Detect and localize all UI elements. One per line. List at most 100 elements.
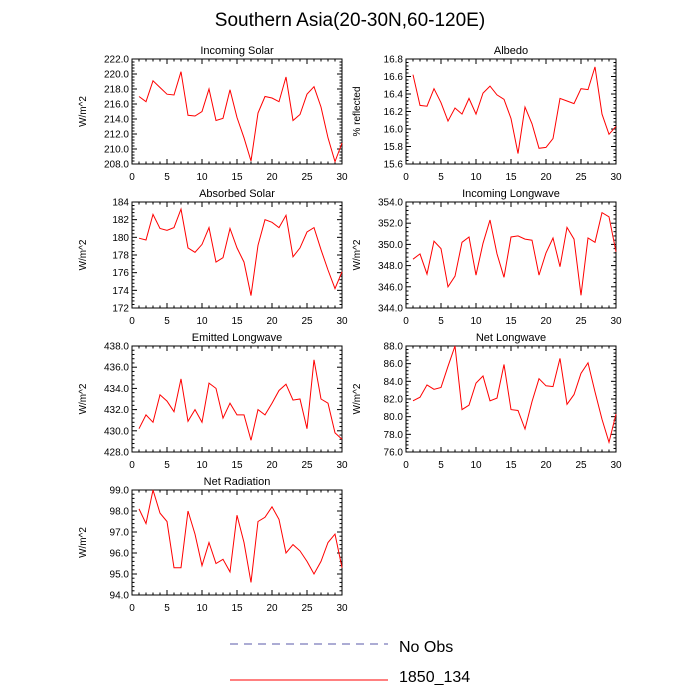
panel-title: Absorbed Solar [199, 188, 275, 200]
panel-title: Emitted Longwave [192, 332, 283, 344]
y-tick-label: 86.0 [384, 359, 404, 370]
plot-frame [405, 345, 617, 453]
x-tick-label: 10 [196, 172, 208, 183]
x-tick-label: 10 [196, 603, 208, 614]
y-tick-label: 184 [112, 198, 129, 209]
y-tick-label: 346.0 [378, 282, 403, 293]
legend-label-no-obs: No Obs [399, 639, 454, 656]
x-tick-label: 25 [301, 316, 313, 327]
y-tick-label: 438.0 [104, 342, 129, 353]
x-tick-label: 25 [575, 172, 587, 183]
legend-line-1850-134 [230, 679, 388, 681]
x-tick-label: 25 [575, 316, 587, 327]
y-tick-label: 428.0 [104, 448, 129, 459]
y-tick-label: 216.0 [104, 100, 129, 111]
x-tick-label: 5 [438, 460, 444, 471]
panel-emitted-longwave: Emitted Longwave W/m^2 0 5 10 15 20 25 30 428.0 43… [78, 332, 348, 471]
x-tick-label: 15 [231, 172, 243, 183]
y-tick-label: 96.0 [110, 549, 130, 560]
panel-albedo: Albedo % reflected 0 5 10 15 20 25 30 15.6 15.8 16.… [352, 45, 622, 183]
x-tick-label: 20 [266, 460, 278, 471]
x-tick-label: 0 [403, 172, 409, 183]
x-tick-label: 20 [266, 172, 278, 183]
x-tick-label: 15 [231, 316, 243, 327]
panel-net-radiation: Net Radiation W/m^2 0 5 10 15 20 25 30 94.0 95.0 96… [78, 476, 348, 614]
panel-title: Net Longwave [476, 332, 546, 344]
y-tick-label: 15.8 [384, 142, 404, 153]
legend-label-1850-134: 1850_134 [399, 669, 471, 686]
y-axis-label: W/m^2 [352, 239, 363, 270]
x-tick-label: 5 [438, 172, 444, 183]
x-tick-label: 10 [470, 460, 482, 471]
series-line-1850-134 [412, 345, 617, 445]
y-tick-label: 430.0 [104, 426, 129, 437]
y-tick-label: 212.0 [104, 130, 129, 141]
x-tick-label: 15 [505, 172, 517, 183]
y-tick-label: 172 [112, 304, 129, 315]
x-tick-label: 20 [540, 172, 552, 183]
y-tick-label: 218.0 [104, 85, 129, 96]
x-tick-label: 5 [164, 172, 170, 183]
y-tick-label: 178 [112, 251, 129, 262]
x-tick-label: 30 [610, 460, 622, 471]
series-line-1850-134 [138, 489, 343, 583]
y-tick-label: 16.8 [384, 55, 404, 66]
panel-title: Incoming Solar [200, 45, 274, 57]
panel-title: Net Radiation [204, 476, 271, 488]
y-tick-label: 84.0 [384, 377, 404, 388]
y-tick-label: 350.0 [378, 240, 403, 251]
series-line-1850-134 [138, 71, 343, 164]
main-title: Southern Asia(20-30N,60-120E) [214, 10, 486, 31]
y-tick-label: 222.0 [104, 55, 129, 66]
x-tick-label: 10 [196, 460, 208, 471]
x-tick-label: 10 [470, 316, 482, 327]
x-tick-label: 0 [403, 460, 409, 471]
y-tick-label: 434.0 [104, 384, 129, 395]
y-axis-label: % reflected [352, 86, 363, 136]
y-tick-label: 176 [112, 268, 129, 279]
x-tick-label: 10 [196, 316, 208, 327]
panel-absorbed-solar: Absorbed Solar W/m^2 0 5 10 15 20 25 30 172 174 176… [78, 188, 348, 327]
y-tick-label: 174 [112, 286, 129, 297]
y-tick-label: 214.0 [104, 115, 129, 126]
y-axis-label: W/m^2 [78, 527, 89, 558]
panel-title: Albedo [494, 45, 528, 57]
y-tick-label: 99.0 [110, 486, 130, 497]
y-axis-label: W/m^2 [78, 239, 89, 270]
y-axis-label: W/m^2 [78, 383, 89, 414]
y-tick-label: 16.0 [384, 125, 404, 136]
panel-incoming-longwave: Incoming Longwave W/m^2 0 5 10 15 20 25 30 344.0 3… [352, 188, 622, 327]
x-tick-label: 20 [540, 460, 552, 471]
x-tick-label: 10 [470, 172, 482, 183]
x-tick-label: 20 [266, 603, 278, 614]
x-tick-label: 0 [403, 316, 409, 327]
x-tick-label: 25 [575, 460, 587, 471]
y-tick-label: 82.0 [384, 395, 404, 406]
y-tick-label: 210.0 [104, 145, 129, 156]
x-tick-label: 15 [505, 316, 517, 327]
x-tick-label: 30 [336, 316, 348, 327]
panel-incoming-solar: Incoming Solar W/m^2 0 5 10 15 20 25 30 208.0 210.… [78, 45, 348, 183]
x-tick-label: 25 [301, 603, 313, 614]
x-tick-label: 30 [610, 316, 622, 327]
series-line-1850-134 [412, 66, 617, 154]
y-tick-label: 180 [112, 233, 129, 244]
plot-frame [131, 489, 343, 596]
y-tick-label: 354.0 [378, 198, 403, 209]
x-tick-label: 20 [266, 316, 278, 327]
plot-frame [405, 58, 617, 165]
y-tick-label: 76.0 [384, 448, 404, 459]
panel-net-longwave: Net Longwave W/m^2 0 5 10 15 20 25 30 76.0 78.0 80.… [352, 332, 622, 471]
x-tick-label: 0 [129, 172, 135, 183]
y-tick-label: 436.0 [104, 363, 129, 374]
y-axis-label: W/m^2 [352, 383, 363, 414]
x-tick-label: 5 [438, 316, 444, 327]
y-tick-label: 352.0 [378, 219, 403, 230]
y-tick-label: 182 [112, 215, 129, 226]
y-tick-label: 208.0 [104, 160, 129, 171]
x-tick-label: 20 [540, 316, 552, 327]
y-tick-label: 432.0 [104, 405, 129, 416]
x-tick-label: 30 [336, 603, 348, 614]
x-tick-label: 30 [336, 172, 348, 183]
